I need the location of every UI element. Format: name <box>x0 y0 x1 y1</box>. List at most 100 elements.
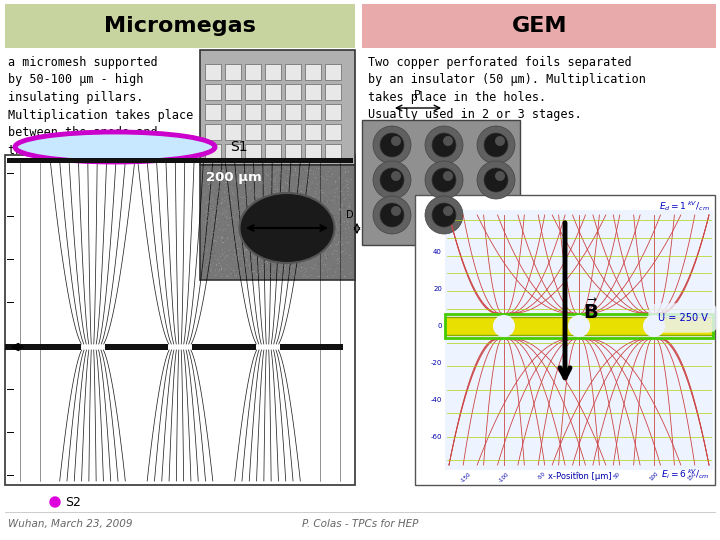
Point <box>328 183 340 191</box>
Point <box>324 192 336 201</box>
Point <box>266 208 278 217</box>
Point <box>328 266 339 275</box>
Point <box>261 271 272 279</box>
Point <box>252 206 264 214</box>
Point <box>289 209 301 218</box>
Point <box>278 256 289 265</box>
Point <box>266 241 277 249</box>
Point <box>325 211 337 219</box>
Point <box>253 190 264 199</box>
Point <box>238 216 250 225</box>
Point <box>248 229 260 238</box>
Point <box>302 195 313 204</box>
Point <box>288 238 300 246</box>
Point <box>322 216 333 225</box>
Point <box>311 205 323 214</box>
Point <box>328 238 340 246</box>
Point <box>253 166 264 175</box>
Point <box>235 194 247 203</box>
Point <box>253 243 265 252</box>
Point <box>254 165 266 174</box>
Point <box>319 174 330 183</box>
Point <box>289 164 300 173</box>
Point <box>295 192 307 201</box>
Point <box>205 204 217 213</box>
Point <box>336 234 348 243</box>
Point <box>305 199 317 208</box>
Point <box>297 227 309 235</box>
Point <box>341 238 352 247</box>
Point <box>197 213 209 222</box>
Point <box>261 210 273 219</box>
Point <box>201 245 212 254</box>
Point <box>342 176 354 185</box>
Point <box>284 194 296 203</box>
Point <box>307 192 319 201</box>
Point <box>297 208 309 217</box>
Point <box>275 266 287 274</box>
Point <box>284 245 296 254</box>
Bar <box>205 144 221 160</box>
Point <box>286 167 297 176</box>
Point <box>212 187 224 195</box>
Point <box>314 260 325 269</box>
Point <box>222 217 233 226</box>
Point <box>276 191 288 200</box>
Point <box>304 231 315 240</box>
Point <box>250 185 261 194</box>
Point <box>335 254 346 262</box>
Point <box>243 270 255 279</box>
Point <box>209 258 220 266</box>
Point <box>320 210 331 218</box>
Point <box>246 246 257 254</box>
Point <box>318 225 329 234</box>
Point <box>206 195 217 204</box>
Point <box>325 220 337 229</box>
Point <box>266 168 277 177</box>
Point <box>312 164 323 173</box>
Point <box>308 233 320 241</box>
Point <box>279 217 290 225</box>
Point <box>222 196 233 205</box>
Point <box>217 165 228 173</box>
Point <box>277 260 289 269</box>
Point <box>205 217 217 225</box>
Point <box>320 193 331 202</box>
Point <box>284 168 296 177</box>
Point <box>321 270 333 279</box>
Point <box>338 272 350 281</box>
Point <box>279 264 290 273</box>
Point <box>301 252 312 260</box>
Point <box>310 233 321 241</box>
Point <box>222 272 233 281</box>
Point <box>213 221 225 230</box>
Point <box>248 268 259 276</box>
Point <box>312 172 323 181</box>
Point <box>310 173 322 182</box>
Point <box>269 228 281 237</box>
Point <box>238 261 249 270</box>
Point <box>294 210 305 219</box>
Point <box>280 178 292 187</box>
Point <box>219 215 230 224</box>
Point <box>295 181 307 190</box>
Point <box>274 194 286 203</box>
Point <box>342 174 354 183</box>
Point <box>292 173 303 182</box>
Point <box>313 236 325 245</box>
Point <box>263 200 274 208</box>
Point <box>316 219 328 227</box>
Circle shape <box>443 136 453 146</box>
Point <box>247 211 258 219</box>
Point <box>337 245 348 254</box>
Point <box>219 272 230 281</box>
Point <box>259 205 271 213</box>
Point <box>340 165 351 173</box>
Point <box>295 267 307 275</box>
Point <box>336 201 347 210</box>
Point <box>269 249 280 258</box>
Point <box>307 239 318 248</box>
Point <box>262 259 274 268</box>
Point <box>214 225 225 234</box>
Point <box>276 247 288 256</box>
